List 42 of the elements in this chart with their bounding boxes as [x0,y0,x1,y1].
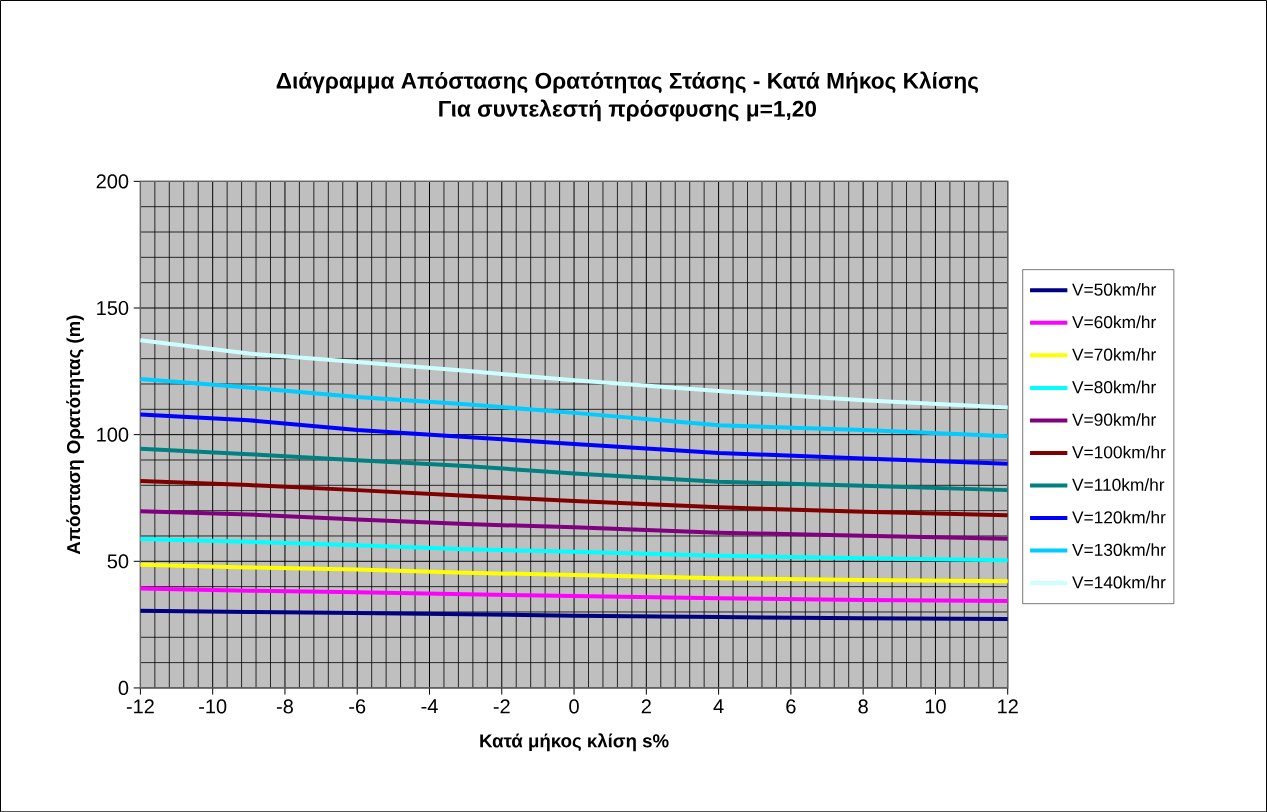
line-series [138,478,1010,518]
line-series [138,586,1010,603]
y-tick-label: 150 [97,300,129,315]
line-series [138,608,1010,621]
y-tick-label: 200 [96,174,129,189]
line-series [138,446,1010,492]
legend-label: V=100km/hr [1072,445,1166,459]
y-tick-label: 0 [118,680,129,695]
legend-label: V=60km/hr [1072,315,1156,329]
legend-label: V=80km/hr [1072,380,1156,394]
x-tick-label: -4 [421,699,438,713]
line-series [138,338,1010,410]
legend-label: V=130km/hr [1072,543,1166,556]
x-tick-label: 10 [925,699,946,714]
legend-label: V=70km/hr [1072,347,1156,361]
y-tick-label: 50 [107,554,129,569]
x-tick-label: 8 [858,699,868,714]
legend-label: V=90km/hr [1072,412,1156,426]
line-series [138,562,1010,584]
x-tick-label: -8 [276,699,293,714]
x-tick-label: -10 [199,699,227,714]
legend-label: V=50km/hr [1072,282,1156,296]
x-tick-label: 2 [641,699,651,714]
x-tick-label: 0 [569,699,579,714]
line-series [138,536,1010,563]
x-tick-label: 12 [998,699,1018,714]
x-tick-label: -12 [126,699,154,714]
chart-subtitle: Για συντελεστή πρόσφυσης μ=1,20 [439,99,817,122]
x-axis-title: Κατά μήκος κλίση s% [480,733,669,751]
x-tick-label: 6 [786,699,796,714]
line-series [138,376,1010,438]
chart-title: Διάγραμμα Απόστασης Ορατότητας Στάσης - Κατά Μήκος Κλίσης [276,71,979,94]
legend-label: V=110km/hr [1072,478,1165,491]
y-tick-label: 100 [97,427,129,442]
x-tick-label: 4 [713,699,724,713]
line-series [138,508,1010,541]
legend-label: V=120km/hr [1072,510,1166,524]
x-tick-label: -6 [349,699,366,714]
x-tick-label: -2 [493,699,510,714]
y-axis-title: Απόσταση Ορατότητας (m) [66,315,84,555]
line-series [138,412,1010,466]
legend-label: V=140km/hr [1072,575,1166,589]
